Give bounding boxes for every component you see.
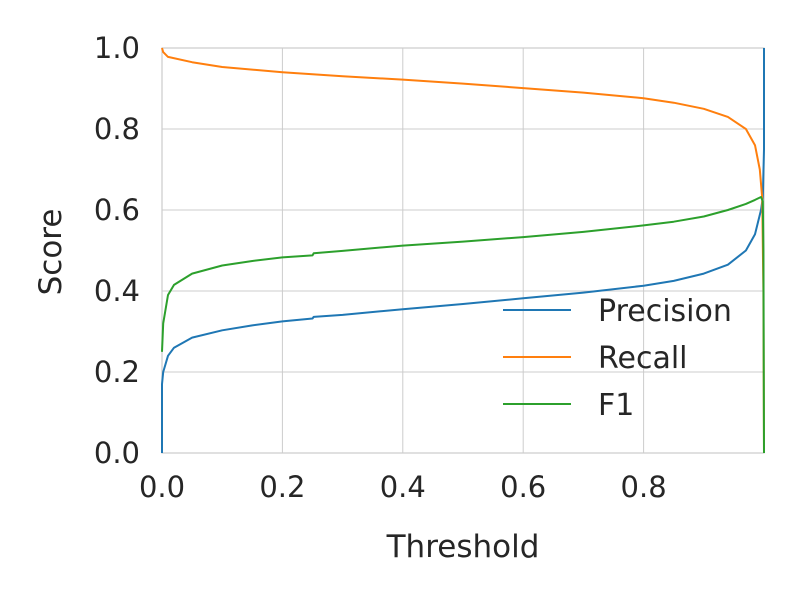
y-tick-label: 0.2 bbox=[94, 355, 140, 389]
y-tick-label: 0.6 bbox=[94, 193, 140, 227]
y-axis-title: Score bbox=[33, 209, 69, 296]
grid bbox=[161, 47, 765, 454]
legend: Precision Recall F1 bbox=[503, 294, 732, 423]
legend-label-recall: Recall bbox=[598, 341, 688, 376]
series-line-f1 bbox=[161, 196, 765, 454]
x-tick-labels: 0.0 0.2 0.4 0.6 0.8 bbox=[139, 470, 667, 504]
x-tick-label: 0.6 bbox=[500, 470, 546, 504]
y-tick-label: 0.4 bbox=[94, 274, 140, 308]
series-line-precision bbox=[161, 48, 765, 453]
x-tick-label: 0.2 bbox=[259, 470, 305, 504]
legend-label-f1: F1 bbox=[598, 388, 634, 423]
y-tick-label: 0.8 bbox=[94, 112, 140, 146]
x-tick-label: 0.8 bbox=[621, 470, 667, 504]
y-tick-label: 0.0 bbox=[94, 436, 140, 470]
x-tick-label: 0.4 bbox=[380, 470, 426, 504]
legend-label-precision: Precision bbox=[598, 294, 732, 329]
series-line-recall bbox=[161, 47, 765, 454]
x-tick-label: 0.0 bbox=[139, 470, 185, 504]
y-tick-labels: 0.0 0.2 0.4 0.6 0.8 1.0 bbox=[94, 31, 140, 470]
x-axis-title: Threshold bbox=[386, 529, 540, 565]
y-tick-label: 1.0 bbox=[94, 31, 140, 65]
plot-background bbox=[162, 48, 764, 453]
series-lines bbox=[161, 47, 765, 454]
